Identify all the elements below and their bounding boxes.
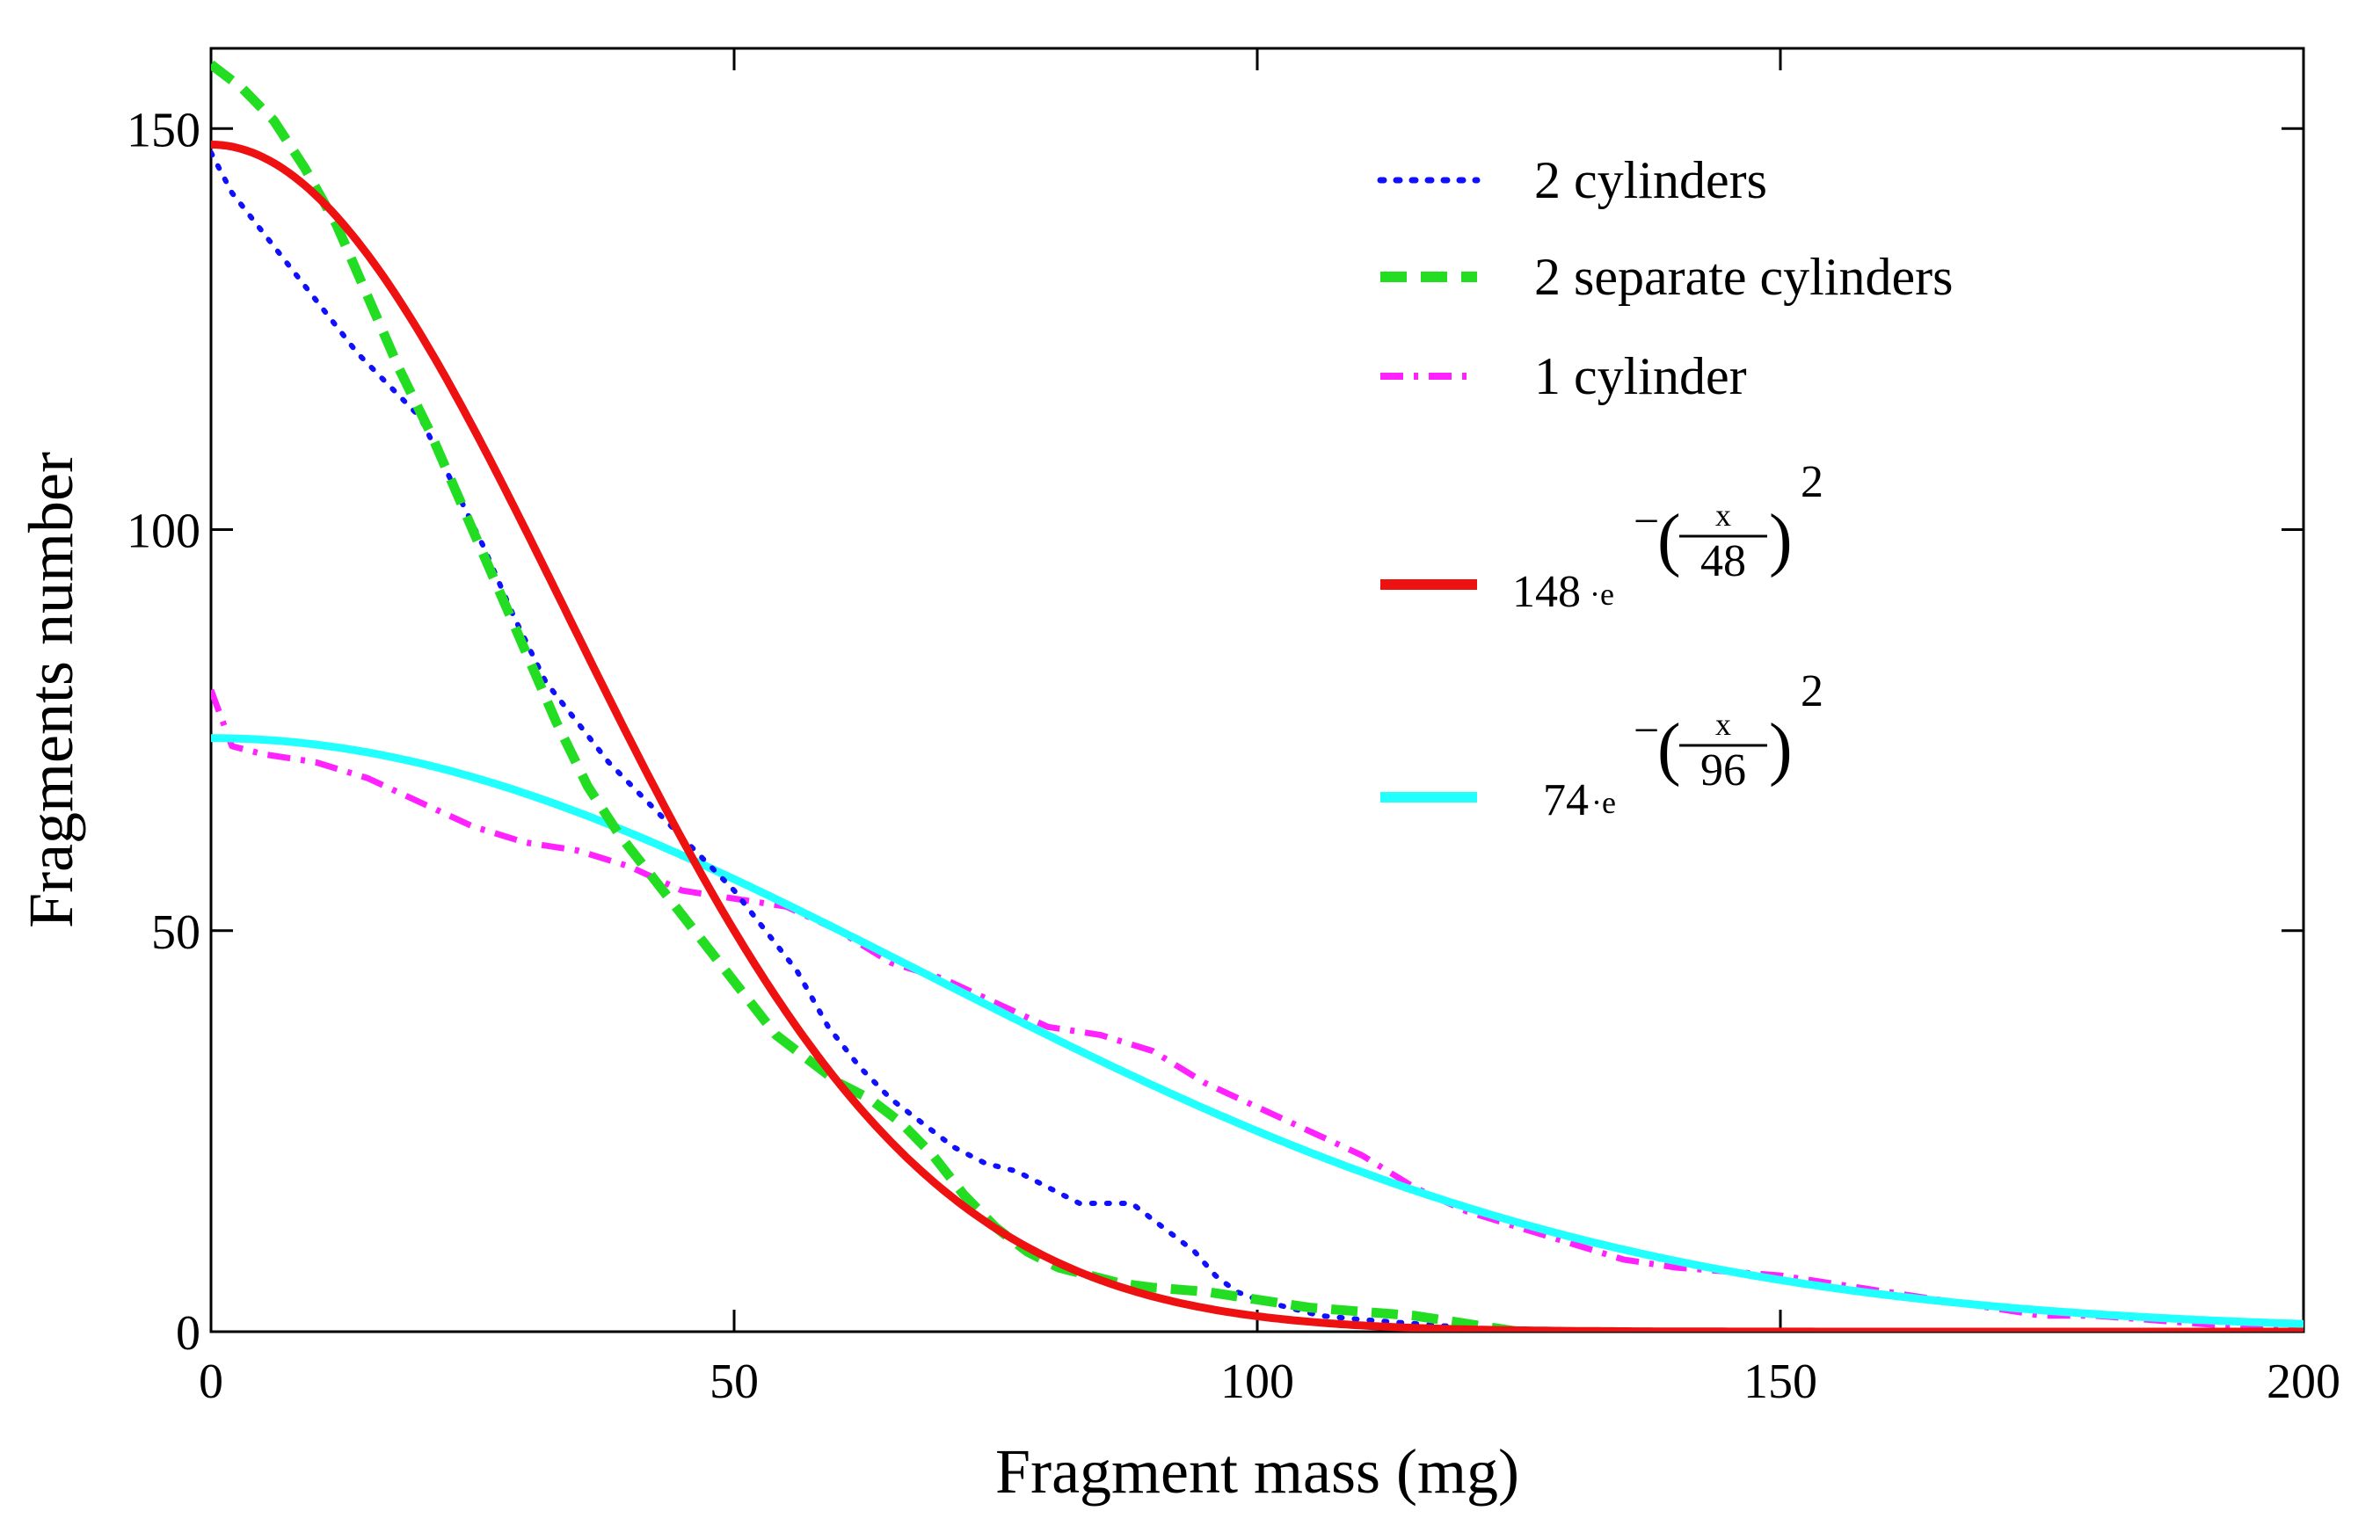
formula-denominator: 48 [1700,536,1746,586]
axis-tick-labels: 0 50 100 150 200 0 50 100 150 [127,103,2340,1409]
formula-e: ·e [1591,785,1616,820]
y-tick-label: 50 [151,905,200,960]
formula-paren-close: ) [1769,501,1793,578]
formula-numerator: x [1715,707,1731,742]
formula-numerator: x [1715,498,1731,533]
legend-label-2-separate-cylinders: 2 separate cylinders [1534,248,1953,306]
plot-frame [209,47,2305,1333]
x-tick-label: 200 [2267,1355,2340,1409]
formula-e: ·e [1590,577,1614,612]
legend-label-1-cylinder: 1 cylinder [1534,347,1747,405]
x-tick-label: 150 [1743,1355,1817,1409]
legend-formula-74: 74 ·e − ( x 96 ) 2 [1543,666,1823,825]
formula-paren-open: ( [1657,501,1681,578]
x-tick-label: 0 [199,1355,223,1409]
formula-minus: − [1634,706,1659,756]
series-line-2 [211,688,2304,1331]
x-tick-label: 100 [1220,1355,1294,1409]
y-tick-label: 100 [127,505,200,559]
formula-exponent: 2 [1801,666,1823,716]
formula-coef: 74 [1543,775,1589,825]
series-line-1 [211,60,1520,1332]
legend-formula-148: 148 ·e − ( x 48 ) 2 [1512,457,1823,617]
series-line-4 [211,734,2304,1328]
formula-minus: − [1634,497,1659,547]
formula-coef: 148 [1512,567,1581,617]
formula-exponent: 2 [1801,457,1823,507]
formula-paren-close: ) [1769,710,1793,788]
legend-label-2-cylinders: 2 cylinders [1534,151,1767,209]
series-layer [211,60,2304,1332]
formula-paren-open: ( [1657,710,1681,788]
formula-denominator: 96 [1700,745,1746,795]
series-line-3 [211,141,2304,1332]
legend: 2 cylinders 2 separate cylinders 1 cylin… [1377,151,1953,825]
y-tick-label: 150 [127,103,200,157]
x-tick-label: 50 [710,1355,759,1409]
y-axis-title: Fragments number [16,452,86,928]
y-tick-label: 0 [176,1306,200,1361]
x-axis-title: Fragment mass (mg) [995,1436,1519,1507]
